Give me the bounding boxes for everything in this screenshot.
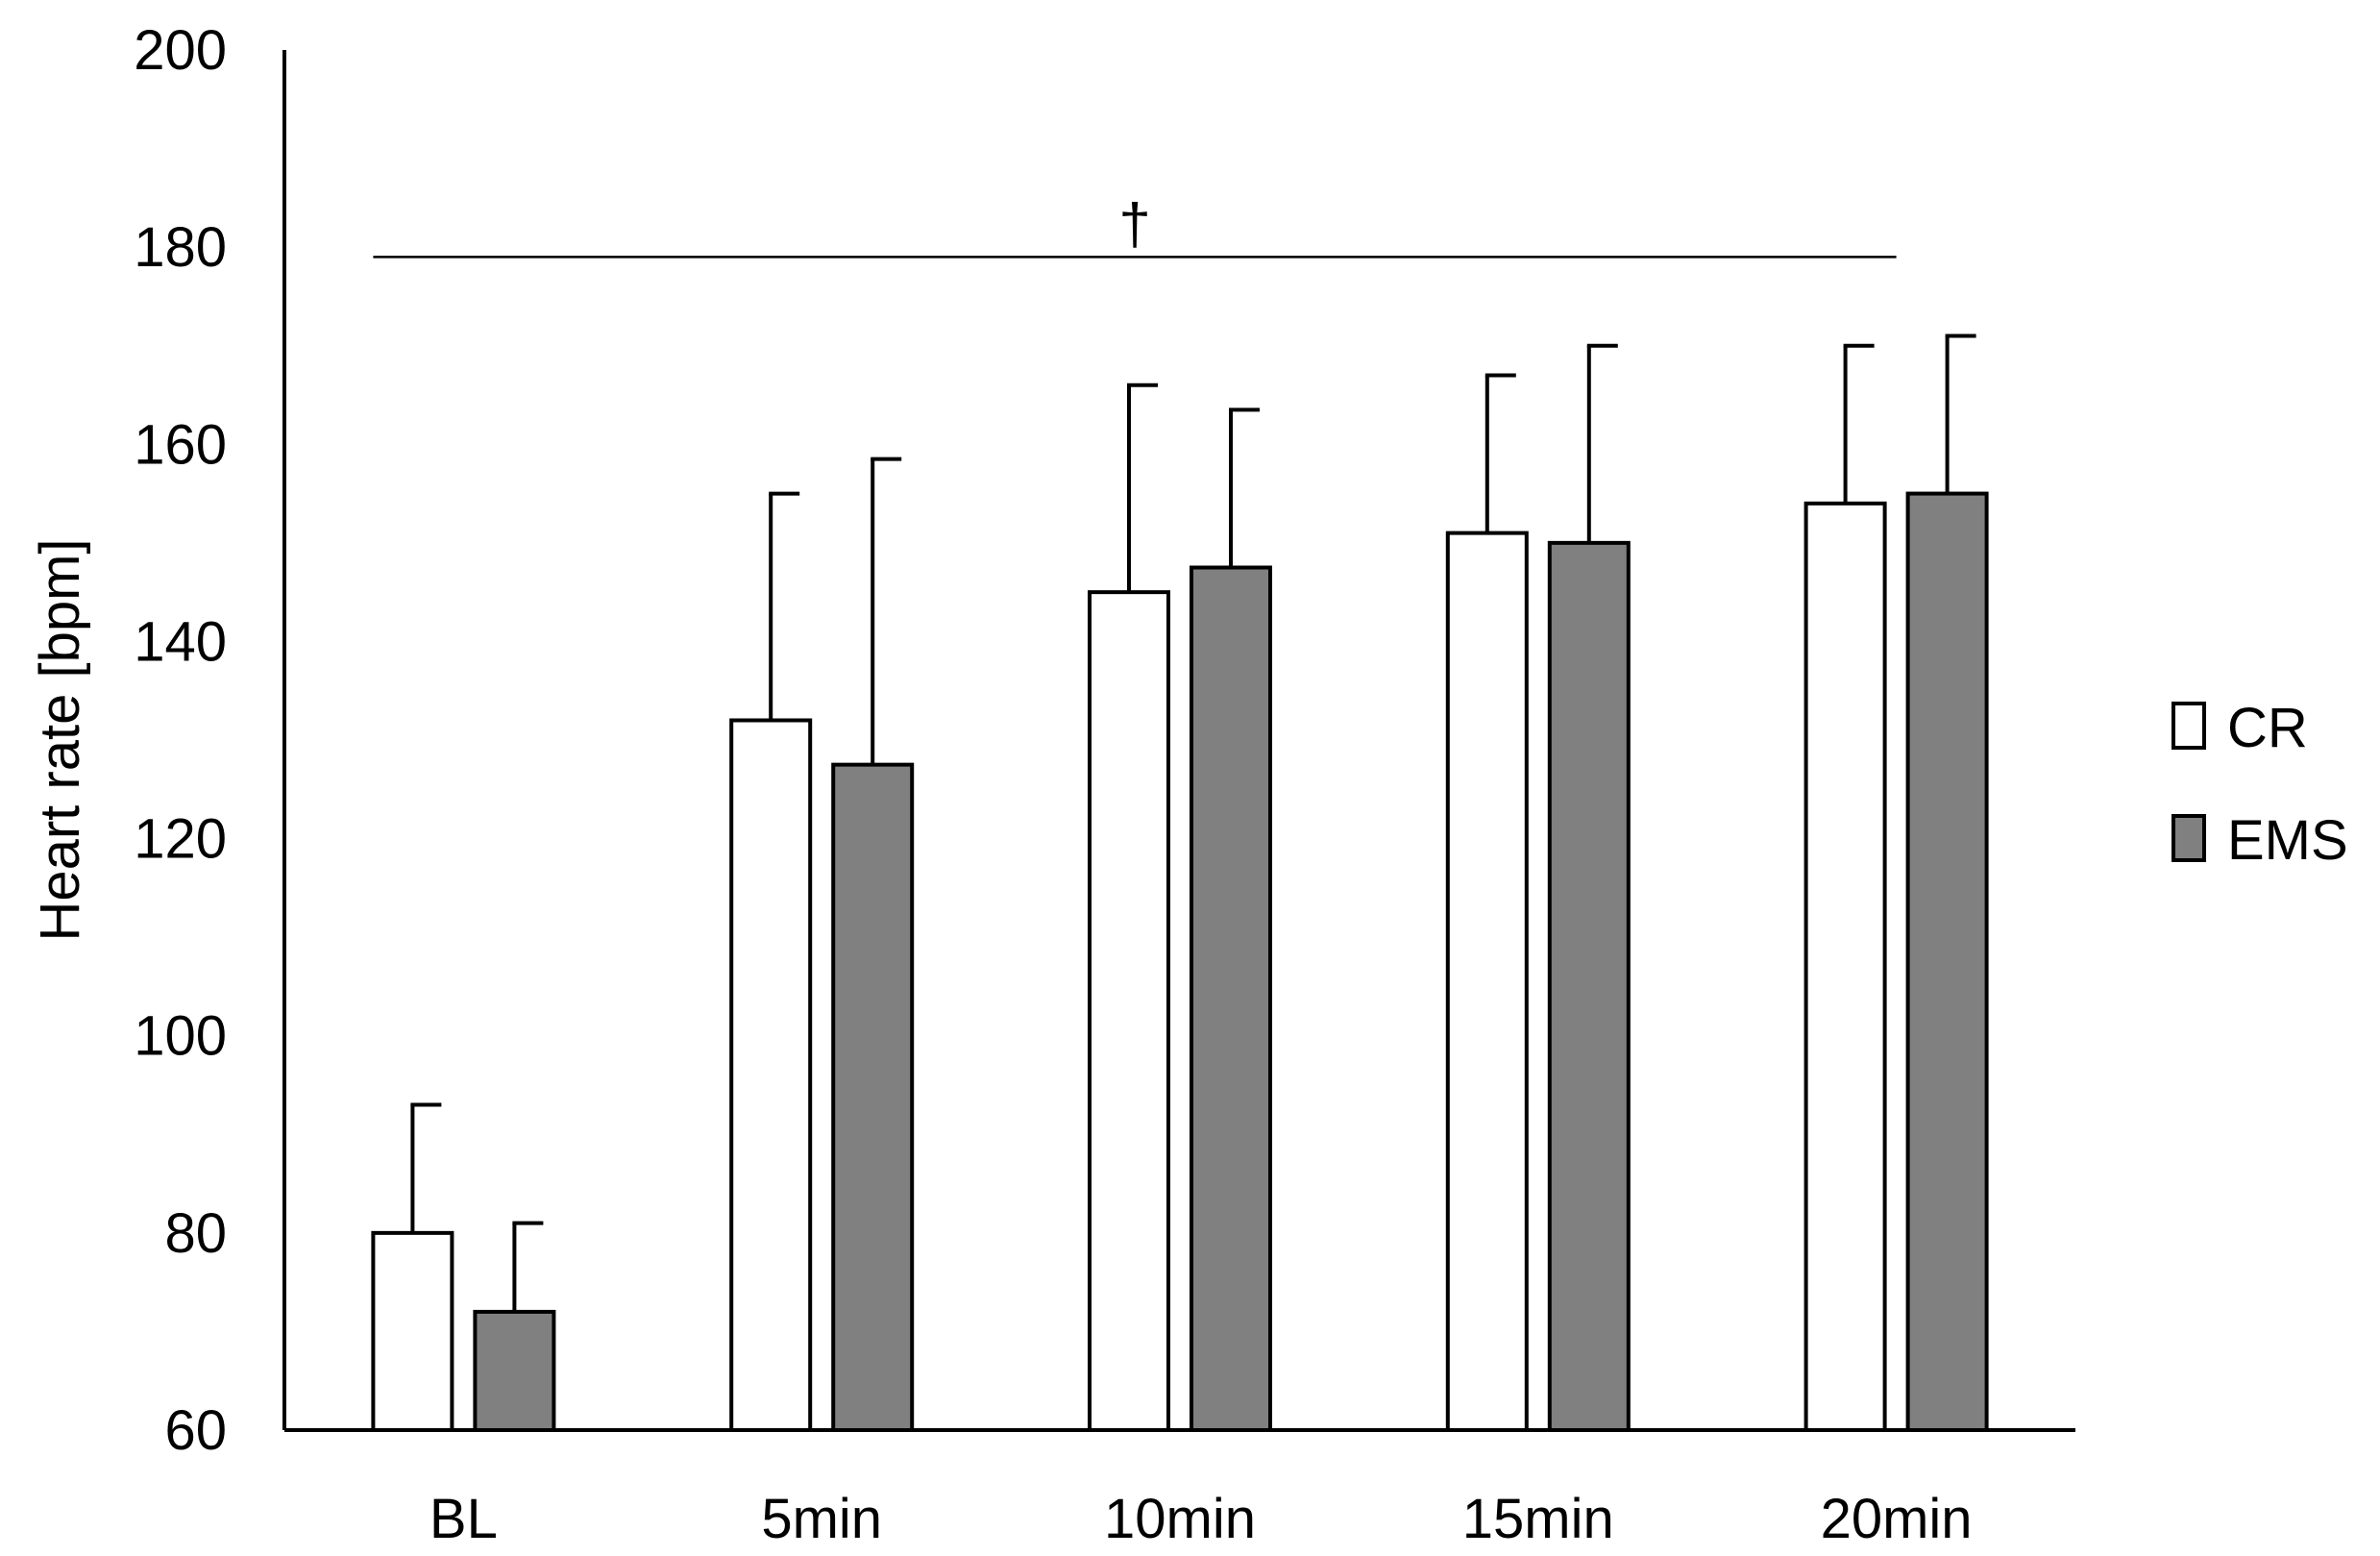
bar-cr-10min bbox=[1088, 590, 1170, 1432]
x-category-label-bl: BL bbox=[429, 1488, 498, 1550]
legend-swatch-cr bbox=[2171, 702, 2206, 750]
bar-cr-bl bbox=[371, 1230, 454, 1433]
y-tick-label-100: 100 bbox=[134, 1005, 227, 1068]
bar-ems-20min bbox=[1905, 491, 1989, 1432]
y-tick-label-180: 180 bbox=[134, 216, 227, 279]
y-tick-label-120: 120 bbox=[134, 808, 227, 871]
x-axis-labels: BL 5min 10min 15min 20min bbox=[429, 1488, 1973, 1550]
y-axis-title: Heart rate [bpm] bbox=[29, 538, 91, 941]
y-tick-label-80: 80 bbox=[164, 1202, 227, 1265]
legend: CR EMS bbox=[2171, 697, 2348, 872]
legend-label-cr: CR bbox=[2227, 697, 2308, 759]
bar-ems-5min bbox=[831, 762, 915, 1432]
y-tick-label-140: 140 bbox=[134, 610, 227, 673]
bar-cr-15min bbox=[1445, 531, 1529, 1432]
y-axis-ticks: 60 80 100 120 140 160 180 200 bbox=[134, 19, 227, 1462]
bars bbox=[371, 491, 1989, 1433]
y-tick-label-60: 60 bbox=[164, 1399, 227, 1462]
error-bars bbox=[410, 333, 1976, 1312]
bar-cr-20min bbox=[1803, 501, 1887, 1432]
bar-ems-bl bbox=[473, 1309, 556, 1433]
legend-label-ems: EMS bbox=[2227, 809, 2348, 872]
x-category-label-20min: 20min bbox=[1821, 1488, 1973, 1550]
x-category-label-5min: 5min bbox=[761, 1488, 882, 1550]
bar-cr-5min bbox=[729, 718, 813, 1432]
legend-swatch-ems bbox=[2171, 814, 2206, 862]
x-category-label-15min: 15min bbox=[1462, 1488, 1614, 1550]
bar-ems-15min bbox=[1547, 540, 1631, 1432]
significance-mark: † bbox=[1118, 191, 1150, 256]
y-tick-label-160: 160 bbox=[134, 413, 227, 476]
y-tick-label-200: 200 bbox=[134, 19, 227, 82]
significance-annotation: † bbox=[373, 191, 1897, 259]
x-category-label-10min: 10min bbox=[1104, 1488, 1256, 1550]
bar-ems-10min bbox=[1190, 565, 1272, 1432]
